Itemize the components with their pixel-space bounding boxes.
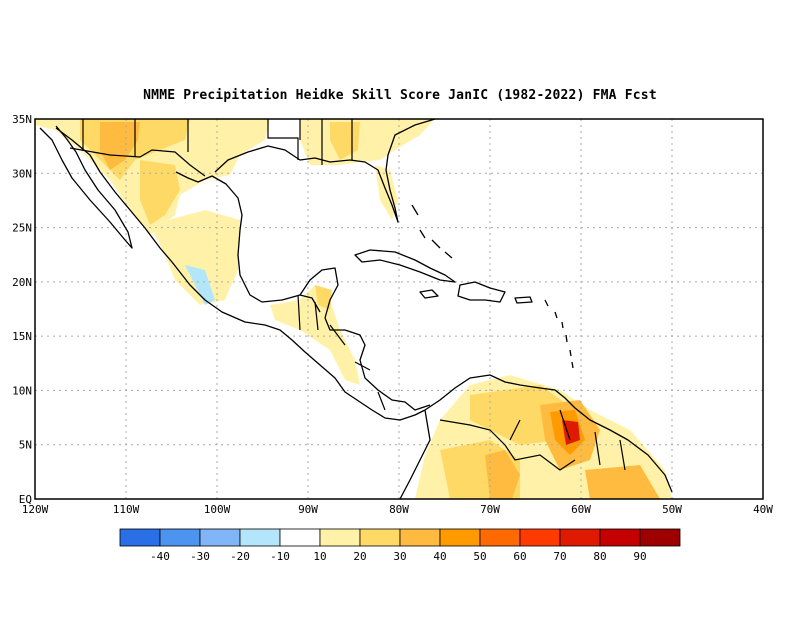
lon-label: 70W <box>480 503 500 516</box>
lon-label: 80W <box>389 503 409 516</box>
colorbar-label: 20 <box>353 550 366 563</box>
coast-us-gulf <box>214 119 436 223</box>
border-us-states <box>82 119 353 165</box>
lat-label: 30N <box>12 167 32 180</box>
shade-guyana-max <box>562 420 580 445</box>
lat-label: EQ <box>19 493 32 506</box>
lon-label: 50W <box>662 503 682 516</box>
coast-bahamas <box>411 204 453 259</box>
coast-puerto-rico <box>514 296 533 304</box>
lon-label: 100W <box>204 503 231 516</box>
coast-sa-west <box>399 409 431 499</box>
coast-sa-north <box>424 374 673 493</box>
colorbar-swatch <box>359 528 401 547</box>
colorbar-swatch <box>199 528 241 547</box>
colorbar-label: 60 <box>513 550 526 563</box>
colorbar-swatch <box>319 528 361 547</box>
shade-negative <box>185 265 215 305</box>
coast-cuba <box>354 249 456 283</box>
shade-us-southeast <box>300 119 435 165</box>
colorbar: -40 -30 -20 -10 10 20 30 40 50 60 70 80 90 <box>119 528 681 563</box>
latitude-labels: 35N 30N 25N 20N 15N 10N 5N EQ <box>12 113 32 506</box>
colorbar-label: -30 <box>190 550 210 563</box>
colorbar-label: 50 <box>473 550 486 563</box>
colorbar-swatch <box>519 528 561 547</box>
lat-label: 10N <box>12 384 32 397</box>
colorbar-swatch <box>639 528 681 547</box>
map-grid <box>35 119 763 499</box>
shade-sonora-core <box>100 122 140 170</box>
coast-hispaniola <box>457 281 506 303</box>
shade-yucatan <box>315 285 332 310</box>
skill-shading <box>35 119 672 499</box>
plot-frame <box>34 118 764 500</box>
coast-caribbean-ca <box>324 317 431 411</box>
lon-label: 120W <box>22 503 49 516</box>
longitude-labels: 120W 110W 100W 90W 80W 70W 60W 50W 40W <box>22 503 774 516</box>
shade-amazon <box>585 465 660 499</box>
border-us-mexico <box>69 147 206 177</box>
lat-label: 35N <box>12 113 32 126</box>
colorbar-swatch <box>399 528 441 547</box>
lat-label: 25N <box>12 222 32 235</box>
lon-label: 90W <box>298 503 318 516</box>
lat-label: 15N <box>12 330 32 343</box>
map-title: NMME Precipitation Heidke Skill Score Ja… <box>143 88 657 103</box>
lon-label: 40W <box>753 503 773 516</box>
coast-gulf <box>175 171 321 313</box>
colorbar-swatch <box>279 528 321 547</box>
colorbar-swatch <box>479 528 521 547</box>
colorbar-label: 30 <box>393 550 406 563</box>
shade-central-america <box>270 285 360 385</box>
colorbar-swatch <box>599 528 641 547</box>
colorbar-label: 70 <box>553 550 566 563</box>
colorbar-label: 10 <box>313 550 326 563</box>
coastlines <box>39 119 673 499</box>
colorbar-label: -40 <box>150 550 170 563</box>
colorbar-label: 40 <box>433 550 446 563</box>
border-central-america <box>297 294 386 411</box>
lat-label: 20N <box>12 276 32 289</box>
shade-chihuahua <box>140 160 180 225</box>
coast-mexico-pacific <box>55 127 426 421</box>
coast-antilles <box>544 299 574 369</box>
colorbar-label: -10 <box>270 550 290 563</box>
coast-baja <box>39 125 133 249</box>
lon-label: 110W <box>113 503 140 516</box>
shade-core-orange <box>485 450 520 499</box>
colorbar-swatch <box>559 528 601 547</box>
border-south-america <box>439 409 626 471</box>
lat-label: 5N <box>19 439 32 452</box>
coast-yucatan <box>299 267 339 319</box>
colorbar-swatch <box>239 528 281 547</box>
colorbar-label: 90 <box>633 550 646 563</box>
colorbar-swatch <box>159 528 201 547</box>
borders <box>69 119 626 471</box>
coast-jamaica <box>419 289 439 299</box>
colorbar-label: 80 <box>593 550 606 563</box>
lon-label: 60W <box>571 503 591 516</box>
colorbar-swatch <box>439 528 481 547</box>
colorbar-label: -20 <box>230 550 250 563</box>
colorbar-swatch <box>119 528 161 547</box>
